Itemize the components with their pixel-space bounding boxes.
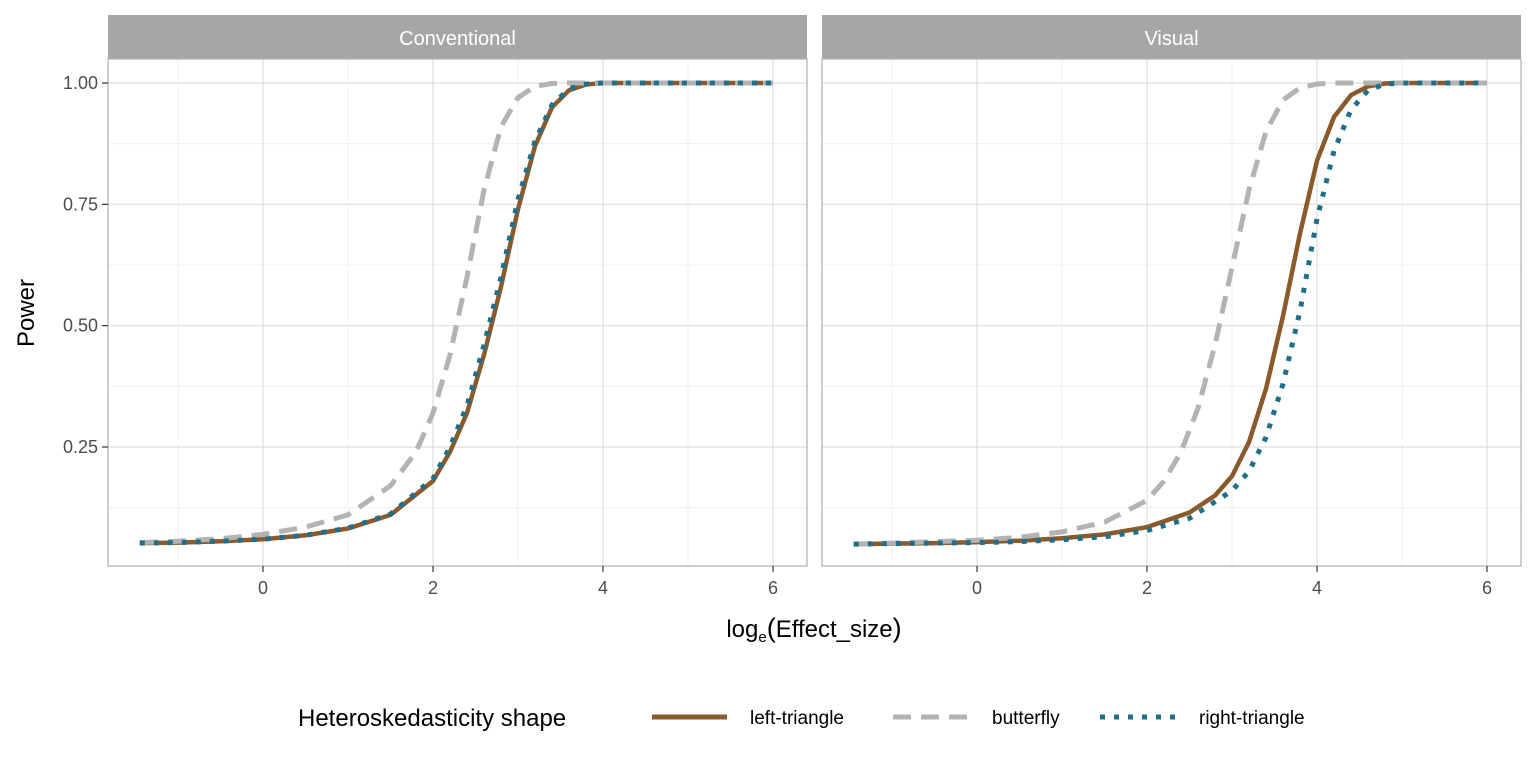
- legend-label-left-triangle: left-triangle: [750, 708, 844, 729]
- x-tick-label: 0: [258, 578, 268, 598]
- y-tick-label: 0.75: [63, 194, 98, 214]
- x-tick-label: 4: [598, 578, 608, 598]
- x-axis-title: loge(Effect_size): [726, 613, 901, 646]
- x-tick-label: 6: [1482, 578, 1492, 598]
- panel-series-conventional: [139, 80, 773, 546]
- facet-strip-label-conventional: Conventional: [399, 28, 516, 50]
- x-tick-label: 2: [1142, 578, 1152, 598]
- x-tick-label: 6: [768, 578, 778, 598]
- facet-panel-visual: Visual: [821, 15, 1522, 567]
- x-axis-title-close-paren: ): [893, 613, 902, 643]
- x-axis-title-subscript: e: [758, 629, 766, 646]
- facet-strip-label-visual: Visual: [1144, 28, 1198, 50]
- legend-label-butterfly: butterfly: [992, 708, 1060, 729]
- series-line-right-triangle: [139, 80, 773, 546]
- panel-grid-visual: [822, 59, 1521, 566]
- x-axis-ticks: 0 2 4 6 0 2 4 6: [258, 566, 1492, 598]
- y-tick-label: 0.50: [63, 316, 98, 336]
- x-axis-title-arg: Effect_size: [776, 616, 893, 643]
- y-axis-ticks: 0.25 0.50 0.75 1.00: [63, 73, 108, 457]
- legend-label-right-triangle: right-triangle: [1199, 708, 1305, 729]
- panel-series-visual: [853, 80, 1487, 547]
- panel-background: [822, 59, 1521, 566]
- series-line-butterfly: [853, 80, 1487, 547]
- facet-panel-conventional: Conventional: [107, 15, 808, 567]
- y-tick-label: 1.00: [63, 73, 98, 93]
- facet-strip-visual: [822, 15, 1521, 59]
- x-axis-title-open-paren: (: [767, 613, 776, 643]
- facet-strip-conventional: [108, 15, 807, 59]
- legend-entry-butterfly: butterfly: [893, 708, 1060, 729]
- x-tick-label: 4: [1312, 578, 1322, 598]
- panel-grid-conventional: [108, 59, 807, 566]
- x-tick-label: 2: [428, 578, 438, 598]
- x-tick-label: 0: [972, 578, 982, 598]
- legend-title: Heteroskedasticity shape: [298, 705, 566, 732]
- legend-entry-left-triangle: left-triangle: [652, 708, 844, 729]
- panel-border-conventional: [107, 58, 808, 567]
- x-axis-title-base: log: [726, 616, 758, 643]
- y-tick-label: 0.25: [63, 437, 98, 457]
- y-axis-title: Power: [13, 279, 40, 347]
- legend-entry-right-triangle: right-triangle: [1100, 708, 1305, 729]
- legend: Heteroskedasticity shape left-triangle b…: [298, 705, 1305, 732]
- panel-border-visual: [821, 58, 1522, 567]
